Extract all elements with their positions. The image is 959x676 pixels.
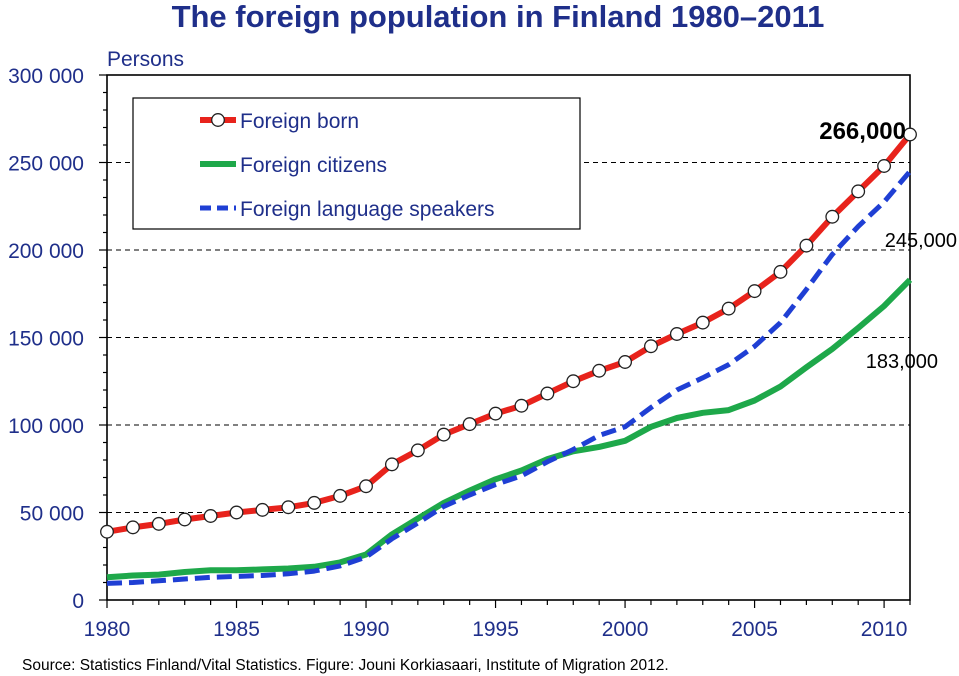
data-point-foreign-born-1989 — [333, 488, 348, 503]
x-tick-label-6: 2010 — [861, 618, 908, 641]
data-point-foreign-born-2002 — [669, 327, 684, 341]
data-point-foreign-born-2000 — [618, 355, 633, 369]
y-axis-unit-label: Persons — [107, 48, 184, 71]
data-point-foreign-born-2004 — [721, 301, 736, 316]
data-point-foreign-born-1981 — [125, 520, 140, 535]
data-point-foreign-born-1995 — [488, 406, 503, 421]
data-point-foreign-born-1996 — [514, 398, 529, 413]
data-point-foreign-born-2008 — [825, 209, 840, 224]
legend-label-foreign-born: Foreign born — [240, 110, 359, 133]
chart-title: The foreign population in Finland 1980–2… — [172, 0, 825, 34]
y-tick-label-4: 200 000 — [8, 240, 84, 263]
annotation-2: 183,000 — [866, 351, 938, 373]
source-note: Source: Statistics Finland/Vital Statist… — [22, 657, 669, 674]
annotations: 266,000 245,000 183,000 — [819, 118, 957, 373]
legend-label-foreign-citizens: Foreign citizens — [240, 154, 387, 177]
data-point-foreign-born-1993 — [436, 427, 451, 442]
data-point-foreign-born-2009 — [851, 184, 866, 199]
data-point-foreign-born-1991 — [384, 457, 399, 472]
data-point-foreign-born-2010 — [877, 159, 892, 173]
x-tick-label-1: 1985 — [213, 618, 260, 641]
x-tick-label-2: 1990 — [343, 618, 390, 641]
data-point-foreign-born-1980 — [100, 524, 114, 539]
data-point-foreign-born-2006 — [773, 264, 788, 279]
y-tick-label-6: 300 000 — [8, 65, 84, 88]
data-point-foreign-born-2011 — [903, 127, 917, 142]
x-axis: 1980 1985 1990 1995 2000 2005 2010 — [84, 600, 911, 641]
x-tick-label-3: 1995 — [472, 618, 519, 641]
data-point-foreign-born-1984 — [203, 509, 218, 523]
data-point-foreign-born-2003 — [695, 315, 710, 330]
y-axis: 0 50 000 100 000 150 000 200 000 250 000 300 0… — [8, 65, 107, 613]
series-layer — [100, 127, 917, 586]
data-point-foreign-born-1985 — [229, 505, 244, 520]
data-point-foreign-born-1987 — [281, 500, 296, 515]
data-point-foreign-born-1988 — [307, 495, 322, 510]
legend-marker-foreign-born — [211, 113, 225, 127]
data-point-foreign-born-1997 — [540, 386, 555, 401]
data-point-foreign-born-1994 — [462, 417, 477, 432]
y-tick-label-2: 100 000 — [8, 415, 84, 438]
data-point-foreign-born-2007 — [799, 238, 814, 253]
data-point-foreign-born-1999 — [592, 363, 607, 378]
y-tick-label-1: 50 000 — [20, 503, 84, 526]
data-point-foreign-born-1990 — [359, 479, 373, 494]
y-tick-label-5: 250 000 — [8, 153, 84, 176]
data-point-foreign-born-2001 — [644, 339, 658, 354]
data-point-foreign-born-1998 — [566, 374, 581, 389]
x-tick-label-4: 2000 — [602, 618, 649, 641]
data-point-foreign-born-2005 — [747, 284, 762, 299]
x-tick-label-5: 2005 — [731, 618, 778, 641]
series-line-foreign-citizens — [106, 277, 913, 581]
series-line-foreign-language-speakers — [106, 169, 912, 586]
data-point-foreign-born-1992 — [410, 443, 425, 458]
data-point-foreign-born-1983 — [177, 512, 192, 527]
data-point-foreign-born-1986 — [255, 502, 270, 517]
annotation-1: 245,000 — [885, 230, 957, 252]
grid-lines — [107, 161, 910, 514]
y-tick-label-3: 150 000 — [8, 328, 84, 351]
x-tick-label-0: 1980 — [84, 618, 131, 641]
legend: Foreign born Foreign citizens Foreign lang… — [132, 97, 581, 230]
annotation-0: 266,000 — [819, 118, 906, 145]
y-tick-label-0: 0 — [72, 590, 84, 613]
data-point-foreign-born-1982 — [151, 516, 166, 531]
legend-label-foreign-language-speakers: Foreign language speakers — [240, 198, 495, 221]
